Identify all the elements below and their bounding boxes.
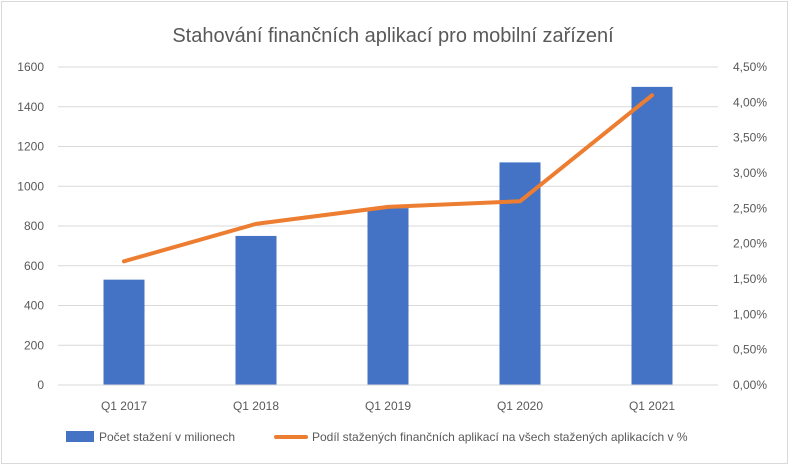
right-tick-label: 0,00% <box>733 378 767 392</box>
x-tick-label: Q1 2018 <box>233 399 279 413</box>
left-tick-label: 800 <box>24 219 44 233</box>
left-tick-label: 1400 <box>17 100 44 114</box>
x-tick-label: Q1 2021 <box>629 399 675 413</box>
x-axis-tick-labels: Q1 2017 Q1 2018 Q1 2019 Q1 2020 Q1 2021 <box>101 399 675 413</box>
right-tick-label: 1,50% <box>733 272 767 286</box>
left-tick-label: 400 <box>24 299 44 313</box>
x-tick-label: Q1 2020 <box>497 399 543 413</box>
right-tick-label: 4,00% <box>733 95 767 109</box>
left-tick-label: 1200 <box>17 140 44 154</box>
legend-label-line: Podíl stažených finančních aplikací na v… <box>312 430 688 444</box>
left-tick-label: 1000 <box>17 179 44 193</box>
x-tick-label: Q1 2017 <box>101 399 147 413</box>
bar <box>499 162 541 385</box>
x-tick-label: Q1 2019 <box>365 399 411 413</box>
right-tick-label: 2,00% <box>733 237 767 251</box>
left-tick-label: 1600 <box>17 60 44 74</box>
right-tick-label: 2,50% <box>733 201 767 215</box>
left-tick-label: 0 <box>37 378 44 392</box>
left-tick-label: 600 <box>24 259 44 273</box>
bar <box>235 235 277 385</box>
right-tick-label: 4,50% <box>733 60 767 74</box>
bar <box>103 279 145 385</box>
bar-series <box>103 86 673 385</box>
chart-title: Stahování finančních aplikací pro mobiln… <box>172 25 614 47</box>
legend-label-bars: Počet stažení v milionech <box>99 430 235 444</box>
bar <box>367 208 409 385</box>
bar <box>631 86 673 385</box>
gridlines <box>58 66 718 346</box>
line-series <box>122 93 654 264</box>
left-tick-label: 200 <box>24 338 44 352</box>
legend: Počet stažení v milionech Podíl staženýc… <box>66 430 688 444</box>
right-tick-label: 3,00% <box>733 166 767 180</box>
right-tick-label: 0,50% <box>733 343 767 357</box>
right-axis-tick-labels: 0,00% 0,50% 1,00% 1,50% 2,00% 2,50% 3,00% 3,50%… <box>733 60 767 392</box>
left-axis-tick-labels: 0 200 400 600 800 1000 1200 1400 1600 <box>17 60 44 392</box>
right-tick-label: 1,00% <box>733 307 767 321</box>
right-tick-label: 3,50% <box>733 131 767 145</box>
legend-swatch-bars <box>66 431 94 442</box>
